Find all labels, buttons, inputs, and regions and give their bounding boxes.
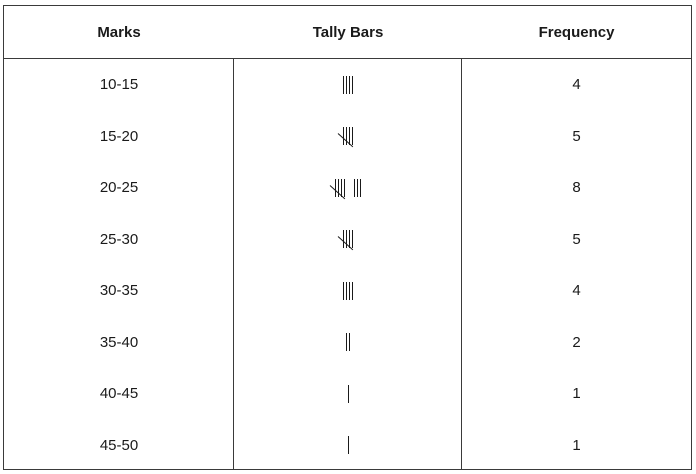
tally-group [343,75,353,94]
tally-stroke [349,281,350,300]
tally-group-of-five [337,230,354,251]
header-marks: Marks [97,23,141,41]
marks-cell: 40-45 [99,385,139,403]
marks-cell: 25-30 [99,230,139,248]
tally-marks [343,74,353,96]
tally-stroke [338,178,339,197]
table-header: Marks Tally Bars Frequency [4,6,691,59]
tally-marks [346,331,350,353]
tally-stroke [360,178,361,197]
column-divider [461,59,462,469]
tally-group [346,333,350,352]
marks-cell: 15-20 [99,127,139,145]
tally-cell [234,111,462,163]
tally-stroke [343,230,344,249]
tally-stroke [352,75,353,94]
tally-stroke [349,230,350,249]
table-row: 10-15 4 [4,59,691,111]
frequency-table: Marks Tally Bars Frequency 10-15 4 15-20 5 2… [3,5,692,470]
tally-stroke [343,75,344,94]
tally-marks [337,228,354,251]
tally-marks [329,177,361,200]
tally-cell [234,265,462,317]
tally-stroke [344,178,345,197]
table-row: 25-30 5 [4,214,691,266]
table-row: 15-20 5 [4,111,691,163]
tally-stroke [352,281,353,300]
tally-group [354,178,361,197]
tally-group [347,384,349,403]
tally-group-of-five [337,127,354,148]
marks-cell: 35-40 [99,333,139,351]
tally-stroke [341,178,342,197]
frequency-cell: 1 [572,436,581,454]
frequency-cell: 4 [572,282,581,300]
tally-stroke [346,230,347,249]
tally-stroke [354,178,355,197]
frequency-cell: 8 [572,179,581,197]
table-row: 30-35 4 [4,265,691,317]
tally-cell [234,317,462,369]
tally-stroke [349,127,350,146]
tally-stroke [346,281,347,300]
tally-cell [234,420,462,472]
tally-cell [234,368,462,420]
tally-marks [337,125,354,148]
tally-stroke [343,127,344,146]
tally-cell [234,162,462,214]
header-frequency: Frequency [538,23,615,41]
tally-stroke [335,178,336,197]
tally-stroke [352,127,353,146]
marks-cell: 10-15 [99,76,139,94]
table-row: 40-45 1 [4,368,691,420]
tally-stroke [357,178,358,197]
tally-cell [234,59,462,111]
tally-group-of-five [329,178,346,200]
marks-cell: 30-35 [99,282,139,300]
column-divider [233,59,234,469]
marks-cell: 45-50 [99,436,139,454]
tally-stroke [346,333,347,352]
frequency-cell: 5 [572,230,581,248]
header-tally-bars: Tally Bars [312,23,384,41]
tally-stroke [349,333,350,352]
frequency-cell: 5 [572,127,581,145]
tally-stroke [346,75,347,94]
tally-cell [234,214,462,266]
tally-stroke [349,75,350,94]
tally-marks [343,280,353,302]
table-row: 45-50 1 [4,420,691,472]
frequency-cell: 2 [572,333,581,351]
table-row: 35-40 2 [4,317,691,369]
tally-stroke [343,281,344,300]
tally-marks [347,434,349,456]
tally-marks [347,383,349,405]
table-row: 20-25 8 [4,162,691,214]
marks-cell: 20-25 [99,179,139,197]
frequency-cell: 4 [572,76,581,94]
tally-stroke [347,384,349,403]
frequency-cell: 1 [572,385,581,403]
tally-stroke [346,127,347,146]
tally-stroke [347,436,349,455]
tally-group [343,281,353,300]
table-body: 10-15 4 15-20 5 20-25 8 25-30 5 30-35 4 35-40 2 40-4… [4,59,691,469]
tally-stroke [352,230,353,249]
tally-group [347,436,349,455]
